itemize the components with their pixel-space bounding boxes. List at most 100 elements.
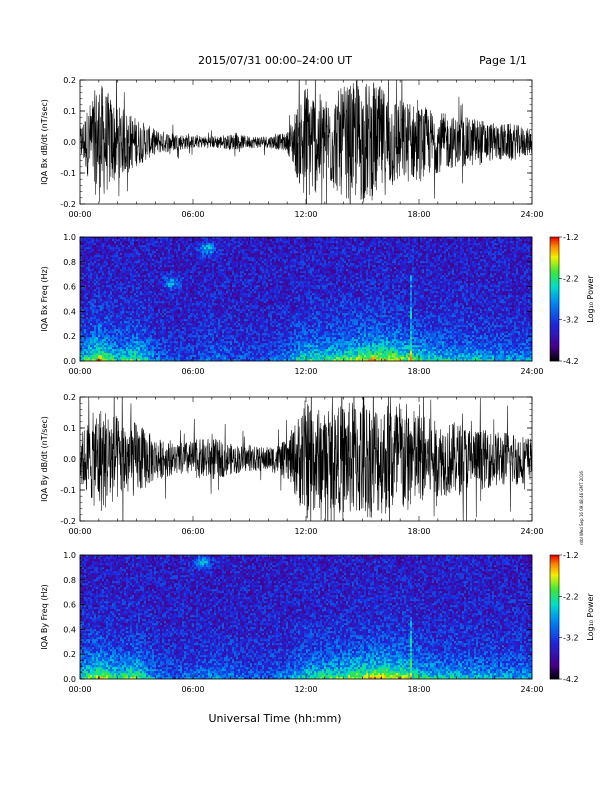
spectrogram-cell bbox=[232, 353, 235, 356]
spectrogram-cell bbox=[216, 293, 219, 296]
spectrogram-cell bbox=[228, 297, 231, 300]
spectrogram-cell bbox=[112, 245, 115, 248]
spectrogram-cell bbox=[174, 311, 177, 314]
spectrogram-cell bbox=[116, 337, 119, 340]
spectrogram-cell bbox=[108, 245, 111, 248]
spectrogram-cell bbox=[120, 299, 123, 302]
spectrogram-cell bbox=[150, 277, 153, 280]
spectrogram-cell bbox=[234, 255, 237, 258]
spectrogram-cell bbox=[140, 355, 143, 358]
spectrogram-cell bbox=[92, 315, 95, 318]
spectrogram-cell bbox=[100, 279, 103, 282]
spectrogram-cell bbox=[96, 305, 99, 308]
spectrogram-cell bbox=[104, 263, 107, 266]
spectrogram-cell bbox=[208, 289, 211, 292]
spectrogram-cell bbox=[170, 329, 173, 332]
spectrogram-cell bbox=[178, 283, 181, 286]
spectrogram-cell bbox=[222, 261, 225, 264]
spectrogram-cell bbox=[226, 237, 229, 240]
spectrogram-cell bbox=[228, 249, 231, 252]
spectrogram-cell bbox=[128, 237, 131, 240]
spectrogram-cell bbox=[168, 245, 171, 248]
spectrogram-cell bbox=[220, 247, 223, 250]
spectrogram-cell bbox=[178, 253, 181, 256]
spectrogram-cell bbox=[130, 323, 133, 326]
spectrogram-cell bbox=[90, 281, 93, 284]
spectrogram-cell bbox=[192, 351, 195, 354]
spectrogram-cell bbox=[108, 311, 111, 314]
spectrogram-cell bbox=[180, 355, 183, 358]
spectrogram-cell bbox=[174, 329, 177, 332]
spectrogram-cell bbox=[168, 295, 171, 298]
spectrogram-cell bbox=[192, 327, 195, 330]
spectrogram-cell bbox=[190, 267, 193, 270]
spectrogram-cell bbox=[100, 259, 103, 262]
spectrogram-cell bbox=[162, 351, 165, 354]
spectrogram-cell bbox=[152, 285, 155, 288]
spectrogram-cell bbox=[112, 243, 115, 246]
spectrogram-cell bbox=[82, 281, 85, 284]
spectrogram-cell bbox=[154, 289, 157, 292]
spectrogram-cell bbox=[228, 353, 231, 356]
spectrogram-cell bbox=[208, 307, 211, 310]
spectrogram-cell bbox=[198, 277, 201, 280]
spectrogram-cell bbox=[234, 259, 237, 262]
spectrogram-cell bbox=[164, 251, 167, 254]
spectrogram-cell bbox=[128, 307, 131, 310]
spectrogram-cell bbox=[176, 359, 179, 362]
spectrogram-cell bbox=[206, 291, 209, 294]
spectrogram-cell bbox=[182, 349, 185, 352]
spectrogram-cell bbox=[80, 289, 83, 292]
spectrogram-cell bbox=[96, 301, 99, 304]
spectrogram-cell bbox=[184, 319, 187, 322]
spectrogram-cell bbox=[122, 297, 125, 300]
spectrogram-cell bbox=[164, 269, 167, 272]
spectrogram-cell bbox=[96, 275, 99, 278]
spectrogram-cell bbox=[118, 247, 121, 250]
spectrogram-cell bbox=[96, 237, 99, 240]
spectrogram-cell bbox=[224, 307, 227, 310]
spectrogram-cell bbox=[154, 247, 157, 250]
spectrogram-cell bbox=[130, 319, 133, 322]
spectrogram-cell bbox=[152, 257, 155, 260]
spectrogram-cell bbox=[104, 317, 107, 320]
spectrogram-cell bbox=[130, 311, 133, 314]
spectrogram-cell bbox=[86, 335, 89, 338]
spectrogram-cell bbox=[178, 295, 181, 298]
spectrogram-cell bbox=[232, 331, 235, 334]
spectrogram-cell bbox=[160, 323, 163, 326]
spectrogram-cell bbox=[190, 265, 193, 268]
spectrogram-cell bbox=[184, 299, 187, 302]
spectrogram-cell bbox=[216, 359, 219, 362]
spectrogram-cell bbox=[96, 337, 99, 340]
spectrogram-cell bbox=[104, 315, 107, 318]
spectrogram-cell bbox=[158, 287, 161, 290]
spectrogram-cell bbox=[156, 239, 159, 242]
spectrogram-cell bbox=[152, 265, 155, 268]
spectrogram-cell bbox=[150, 325, 153, 328]
spectrogram-cell bbox=[108, 335, 111, 338]
spectrogram-cell bbox=[158, 351, 161, 354]
spectrogram-cell bbox=[162, 355, 165, 358]
spectrogram-cell bbox=[232, 319, 235, 322]
spectrogram-cell bbox=[116, 287, 119, 290]
spectrogram-cell bbox=[212, 241, 215, 244]
spectrogram-cell bbox=[200, 355, 203, 358]
spectrogram-cell bbox=[120, 357, 123, 360]
spectrogram-cell bbox=[196, 293, 199, 296]
spectrogram-cell bbox=[196, 241, 199, 244]
spectrogram-cell bbox=[152, 263, 155, 266]
spectrogram-cell bbox=[154, 259, 157, 262]
spectrogram-cell bbox=[170, 261, 173, 264]
spectrogram-cell bbox=[86, 267, 89, 270]
spectrogram-cell bbox=[196, 249, 199, 252]
spectrogram-cell bbox=[154, 329, 157, 332]
spectrogram-cell bbox=[210, 341, 213, 344]
spectrogram-cell bbox=[118, 359, 121, 362]
spectrogram-cell bbox=[234, 299, 237, 302]
spectrogram-cell bbox=[102, 243, 105, 246]
spectrogram-cell bbox=[84, 295, 87, 298]
spectrogram-cell bbox=[198, 337, 201, 340]
spectrogram-cell bbox=[156, 357, 159, 360]
spectrogram-cell bbox=[230, 239, 233, 242]
